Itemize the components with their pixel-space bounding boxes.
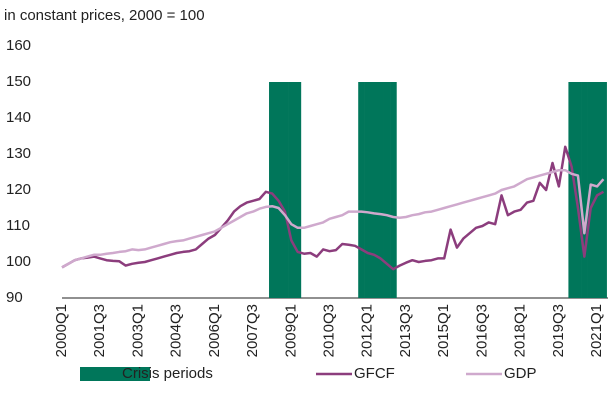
- x-tick-label: 2004Q3: [168, 304, 185, 357]
- y-tick-label: 100: [6, 253, 31, 270]
- legend-label: GFCF: [354, 365, 395, 382]
- y-tick-label: 110: [6, 217, 30, 234]
- crisis-bar: [288, 82, 295, 298]
- crisis-bar: [364, 82, 372, 298]
- crisis-bar: [370, 82, 378, 298]
- y-tick-label: 90: [6, 289, 23, 306]
- legend-swatch: [80, 367, 150, 381]
- y-tick-label: 120: [6, 181, 31, 198]
- crisis-bar: [269, 82, 276, 298]
- x-tick-label: 2019Q3: [550, 304, 567, 357]
- x-tick-label: 2012Q1: [359, 304, 376, 357]
- crisis-bar: [593, 82, 601, 298]
- x-tick-label: 2013Q3: [397, 304, 414, 357]
- y-tick-label: 160: [6, 37, 31, 54]
- x-tick-label: 2021Q1: [588, 304, 605, 357]
- crisis-bar: [574, 82, 582, 298]
- x-tick-label: 2006Q1: [206, 304, 223, 357]
- crisis-bar: [377, 82, 384, 298]
- y-tick-label: 130: [6, 145, 31, 162]
- y-tick-label: 150: [6, 73, 31, 90]
- crisis-bar: [568, 82, 576, 298]
- x-tick-label: 2007Q3: [244, 304, 261, 357]
- x-tick-label: 2018Q1: [512, 304, 529, 357]
- crisis-bar: [281, 82, 289, 298]
- x-tick-label: 2003Q1: [129, 304, 146, 357]
- x-tick-label: 2001Q3: [91, 304, 108, 357]
- x-tick-label: 2015Q1: [435, 304, 452, 357]
- legend-label: GDP: [504, 365, 537, 382]
- chart-subtitle: in constant prices, 2000 = 100: [4, 7, 205, 24]
- line: [61, 168, 605, 269]
- legend-label: Crisis periods: [122, 365, 213, 382]
- crisis-bar: [275, 82, 283, 298]
- crisis-bar: [581, 82, 588, 298]
- y-tick-label: 140: [6, 109, 31, 126]
- crisis-bar: [600, 82, 607, 298]
- x-tick-label: 2016Q3: [473, 304, 490, 357]
- crisis-bar: [383, 82, 391, 298]
- x-tick-label: 2000Q1: [53, 304, 70, 357]
- x-tick-label: 2010Q3: [321, 304, 338, 357]
- crisis-bar: [358, 82, 365, 298]
- crisis-bar: [390, 82, 397, 298]
- line: [61, 145, 605, 271]
- x-tick-label: 2009Q1: [282, 304, 299, 357]
- crisis-bar: [294, 82, 302, 298]
